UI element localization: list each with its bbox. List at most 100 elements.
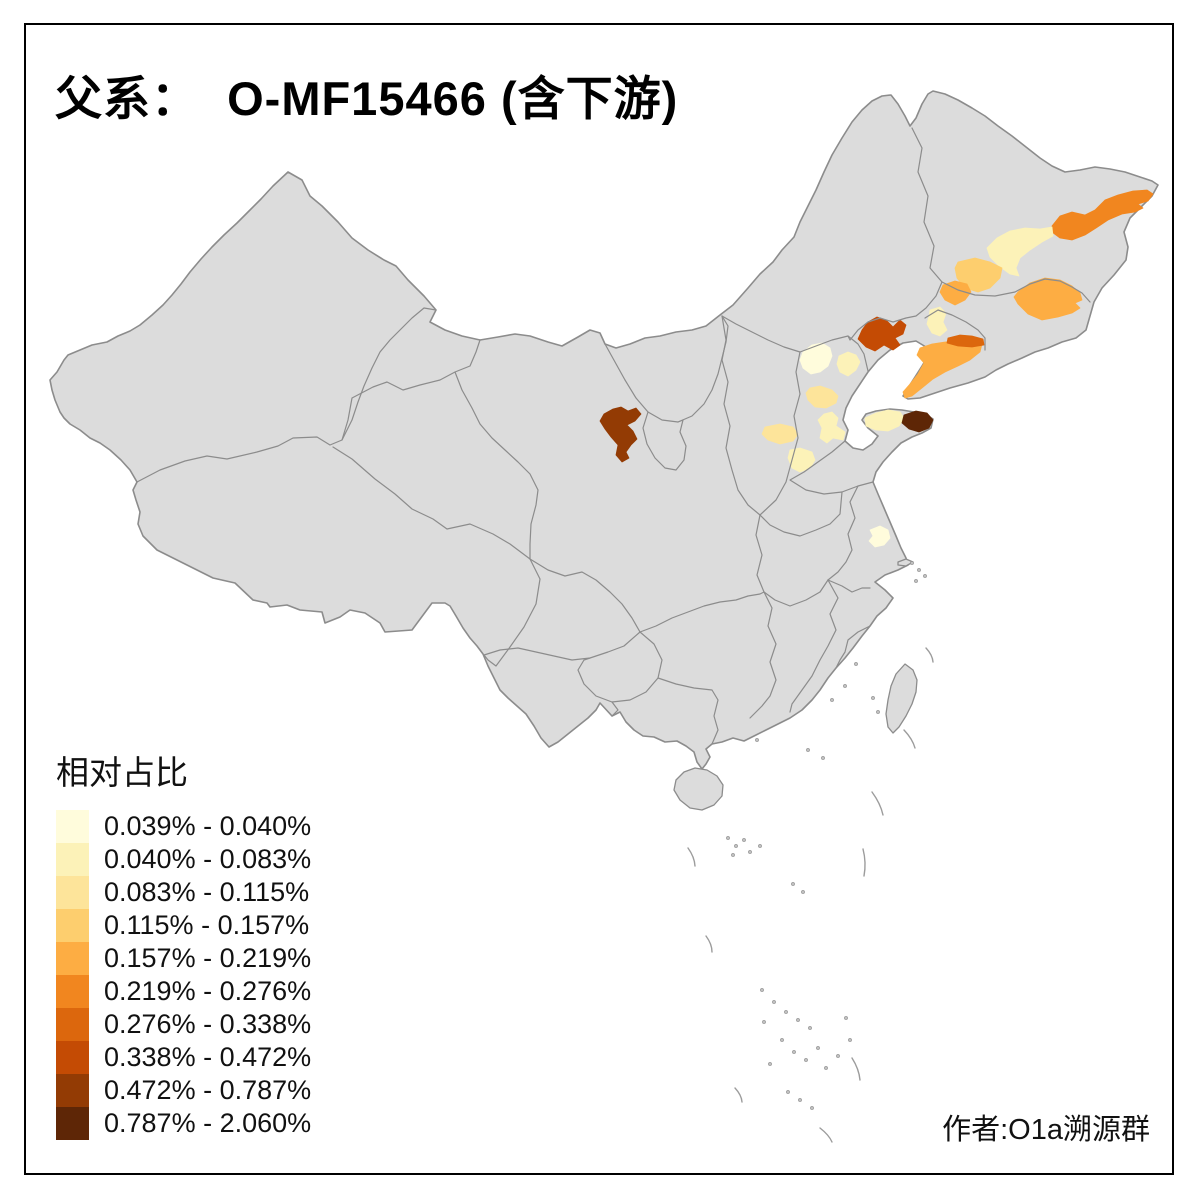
- province-border: [755, 514, 829, 607]
- page-title: 父系： O-MF15466 (含下游): [55, 72, 679, 125]
- sea-islet-dot: [917, 568, 921, 572]
- author-credit: 作者:O1a溯源群: [942, 1114, 1150, 1146]
- legend-label: 0.040% - 0.083%: [104, 844, 312, 874]
- sea-islet-dot: [755, 738, 759, 742]
- province-border: [642, 411, 687, 471]
- legend-row: 0.219% - 0.276%: [56, 975, 311, 1008]
- legend-row: 0.039% - 0.040%: [56, 810, 311, 843]
- legend-label: 0.276% - 0.338%: [104, 1009, 312, 1039]
- sea-islet-dot: [801, 890, 805, 894]
- map-region-region-19: [868, 525, 891, 548]
- sea-dash-line: [851, 1057, 861, 1081]
- sea-islet-dot: [726, 836, 730, 840]
- province-border: [341, 339, 481, 441]
- sea-islet-dot: [772, 1000, 776, 1004]
- legend-row: 0.338% - 0.472%: [56, 1041, 311, 1074]
- province-border: [577, 631, 663, 703]
- sea-dash-line: [871, 791, 884, 816]
- legend-row: 0.083% - 0.115%: [56, 876, 311, 909]
- legend-label: 0.157% - 0.219%: [104, 943, 312, 973]
- sea-islet-dot: [910, 561, 914, 565]
- province-border: [827, 579, 871, 593]
- province-border: [827, 485, 859, 581]
- map-region-region-5: [1013, 277, 1083, 321]
- province-border: [483, 631, 641, 661]
- map-region-region-14: [817, 411, 846, 444]
- province-border: [611, 701, 619, 717]
- island: [885, 663, 918, 734]
- legend-label: 0.219% - 0.276%: [104, 976, 312, 1006]
- sea-islet-dot: [914, 579, 918, 583]
- province-border: [749, 591, 777, 719]
- province-border: [721, 315, 761, 516]
- sea-dash-line: [819, 1127, 833, 1143]
- legend-swatch: [56, 876, 89, 909]
- legend-swatch: [56, 810, 89, 843]
- legend-row: 0.787% - 2.060%: [56, 1107, 311, 1140]
- map-region-region-12: [805, 385, 839, 409]
- legend-label: 0.115% - 0.157%: [104, 910, 310, 940]
- sea-islet-dot: [758, 844, 762, 848]
- sea-islet-dot: [876, 710, 880, 714]
- sea-islet-dot: [923, 574, 927, 578]
- island: [897, 558, 914, 567]
- sea-islet-dot: [848, 1038, 852, 1042]
- sea-dash-line: [862, 848, 866, 877]
- legend-label: 0.039% - 0.040%: [104, 811, 312, 841]
- province-border: [941, 278, 1091, 303]
- legend-swatch: [56, 942, 89, 975]
- legend-row: 0.157% - 0.219%: [56, 942, 311, 975]
- plot-frame: [24, 23, 1174, 1175]
- sea-islet-dot: [830, 698, 834, 702]
- sea-dash-line: [687, 847, 696, 867]
- map-region-region-4: [939, 280, 972, 306]
- map-region-region-3: [954, 257, 1003, 293]
- sea-islet-dot: [742, 838, 746, 842]
- map-region-region-2: [986, 226, 1054, 277]
- map-region-region-17: [864, 409, 905, 432]
- sea-dash-line: [705, 935, 713, 953]
- legend-swatch: [56, 1008, 89, 1041]
- sea-islet-dot: [731, 853, 735, 857]
- province-border: [332, 446, 541, 667]
- province-border: [639, 591, 765, 633]
- sea-islet-dot: [760, 988, 764, 992]
- sea-islet-dot: [780, 1038, 784, 1042]
- province-border: [721, 315, 869, 372]
- province-border: [924, 309, 986, 351]
- map-region-region-9: [946, 334, 985, 348]
- map-region-region-10: [799, 342, 833, 375]
- sea-islet-dot: [808, 1026, 812, 1030]
- sea-islet-dot: [748, 850, 752, 854]
- sea-islet-dot: [816, 1046, 820, 1050]
- sea-islet-dot: [836, 1054, 840, 1058]
- province-border: [657, 677, 719, 745]
- sea-islet-dot: [762, 1020, 766, 1024]
- legend-row: 0.115% - 0.157%: [56, 909, 311, 942]
- sea-islet-dot: [843, 684, 847, 688]
- legend-swatch: [56, 909, 89, 942]
- legend-label: 0.472% - 0.787%: [104, 1075, 312, 1105]
- legend-label: 0.083% - 0.115%: [104, 877, 310, 907]
- legend-swatch: [56, 843, 89, 876]
- province-border: [529, 558, 641, 633]
- province-border: [847, 281, 943, 341]
- province-border: [454, 371, 539, 560]
- sea-islet-dot: [792, 1050, 796, 1054]
- legend-rows: 0.039% - 0.040% 0.040% - 0.083% 0.083% - 0…: [56, 810, 311, 1140]
- legend-label: 0.787% - 2.060%: [104, 1108, 312, 1138]
- map-region-region-18: [901, 410, 934, 433]
- sea-islet-dot: [786, 1090, 790, 1094]
- province-border: [911, 127, 943, 283]
- map-region-region-13: [761, 423, 799, 445]
- sea-islet-dot: [824, 1066, 828, 1070]
- sea-dash-line: [925, 647, 934, 663]
- province-border: [759, 491, 843, 537]
- sea-dash-line: [903, 729, 916, 749]
- sea-islet-dot: [798, 1098, 802, 1102]
- sea-islet-dot: [871, 696, 875, 700]
- sea-islet-dot: [806, 748, 810, 752]
- sea-islet-dot: [796, 1018, 800, 1022]
- province-border: [789, 440, 874, 495]
